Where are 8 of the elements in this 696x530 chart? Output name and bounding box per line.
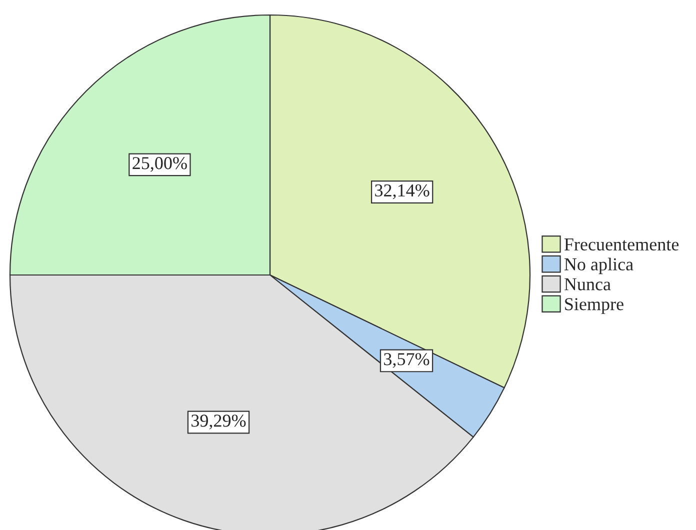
data-label: 25,00% — [132, 157, 187, 172]
data-label: 3,57% — [384, 353, 430, 368]
data-label: 39,29% — [192, 414, 246, 430]
legend-label: No aplica — [564, 258, 634, 274]
legend-label: Siempre — [565, 298, 624, 314]
data-label: 32,14% — [375, 184, 430, 200]
legend-label: Frecuentemente — [564, 238, 679, 251]
legend-label: Nunca — [564, 278, 611, 290]
